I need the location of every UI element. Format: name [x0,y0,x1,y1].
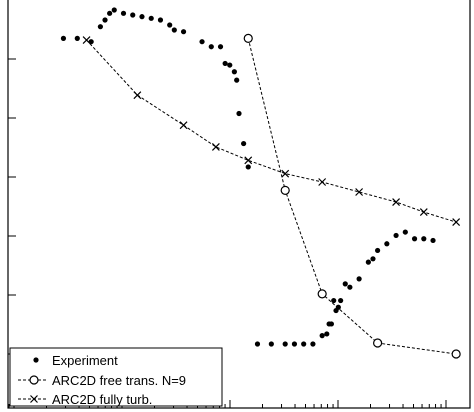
experiment-point [171,27,177,33]
experiment-point [231,69,237,75]
series-line-2 [86,39,457,223]
experiment-point [222,60,228,67]
experiment-point [236,110,242,117]
free-trans-point [451,349,461,359]
fully-turb-point [355,188,364,196]
experiment-point [139,14,145,20]
experiment-point [268,341,274,347]
experiment-point [97,24,103,30]
experiment-point [328,321,334,327]
experiment-point [241,140,247,147]
fully-turb-point [318,178,327,186]
experiment-point [342,281,348,287]
fully-turb-point [452,218,461,226]
fully-turb-point [244,156,253,165]
experiment-point [411,236,418,242]
fully-turb-point [281,169,290,178]
experiment-point [234,77,240,83]
legend-marker-experiment [33,357,39,363]
experiment-point [393,232,399,239]
experiment-point [254,341,261,347]
experiment-point [310,341,316,347]
experiment-point [384,241,390,247]
experiment-point [319,333,325,339]
series-lines [86,38,457,355]
experiment-point [74,35,80,41]
legend-label-free-trans: ARC2D free trans. N=9 [52,373,186,388]
experiment-point [208,44,214,50]
series-line-1 [247,38,457,355]
experiment-point [331,297,337,304]
fully-turb-point [179,121,188,130]
experiment-point [107,10,113,16]
experiment-point [282,341,288,347]
experiment-point [111,7,117,13]
experiment-point [130,12,136,18]
free-trans-point [373,338,383,348]
experiment-point [370,256,376,262]
fully-turb-point [82,36,91,44]
experiment-point [356,276,362,282]
experiment-point [199,39,205,45]
legend-marker-free-trans [29,375,39,385]
experiment-point [60,35,67,41]
experiment-point [180,29,187,35]
experiment-point [227,62,233,68]
experiment-point [324,331,330,337]
fully-turb-point [419,208,428,216]
experiment-point [301,341,307,347]
legend-box [9,347,223,407]
experiment-point [338,297,344,304]
legend-label-experiment: Experiment [52,353,118,368]
experiment-point [402,229,408,235]
experiment-point [102,17,108,23]
legend: Experiment ARC2D free trans. N=9 ARC2D f… [9,347,223,407]
legend-label-fully-turb: ARC2D fully turb. [52,392,152,407]
fully-turb-point [211,142,220,151]
free-trans-point [280,185,290,195]
fully-turb-point [392,198,401,206]
series-marks [60,7,461,359]
experiment-point [375,247,381,254]
legend-marker-fully-turb [30,395,38,403]
plot-frame [7,0,471,409]
experiment-point [347,284,353,290]
experiment-point [365,259,371,265]
experiment-point [167,22,173,28]
experiment-point [291,341,298,347]
experiment-point [430,237,436,244]
free-trans-point [317,289,327,299]
experiment-point [245,164,251,170]
experiment-point [335,304,341,310]
experiment-point [217,44,224,50]
experiment-point [157,17,164,23]
experiment-point [120,10,127,16]
experiment-point [421,236,427,242]
free-trans-point [243,33,253,43]
fully-turb-point [133,91,142,100]
experiment-point [148,15,154,21]
